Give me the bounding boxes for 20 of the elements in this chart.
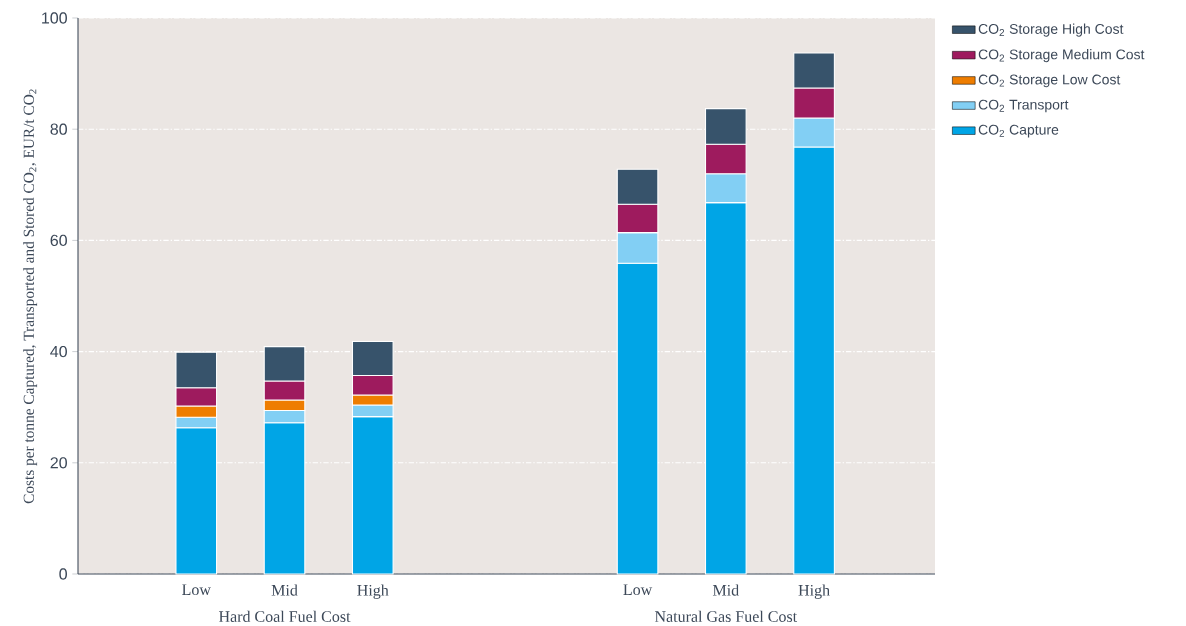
y-axis-title: Costs per tonne Captured, Transported and Stored CO$_{2}$, EUR/t CO$_{2}$ [23,89,38,504]
x-tick-label: Low [182,584,211,596]
text: Natural Gas Fuel Cost [654,610,798,622]
y-tick-label: 80 [50,123,67,135]
x-tick-label: Mid [712,584,739,596]
legend-label: CO$_{2}$ Storage Low Cost [978,74,1121,88]
text: Hard Coal Fuel Cost [218,610,351,622]
x-tick-label: High [357,584,389,599]
legend-label: CO$_{2}$ Storage High Cost [978,23,1124,37]
legend-label: CO$_{2}$ Storage Medium Cost [978,49,1145,63]
y-tick-label: 0 [59,568,67,580]
x-tick-label: High [798,584,830,599]
y-tick-label: 60 [50,234,67,247]
legend-label: CO$_{2}$ Capture [978,124,1059,138]
y-tick-label: 20 [50,457,67,469]
legend-label: CO$_{2}$ Transport [978,99,1069,113]
x-tick-label: Low [623,584,653,596]
y-tick-label: 100 [42,12,67,24]
y-tick-label: 40 [50,345,67,358]
x-tick-label: Mid [271,584,298,596]
